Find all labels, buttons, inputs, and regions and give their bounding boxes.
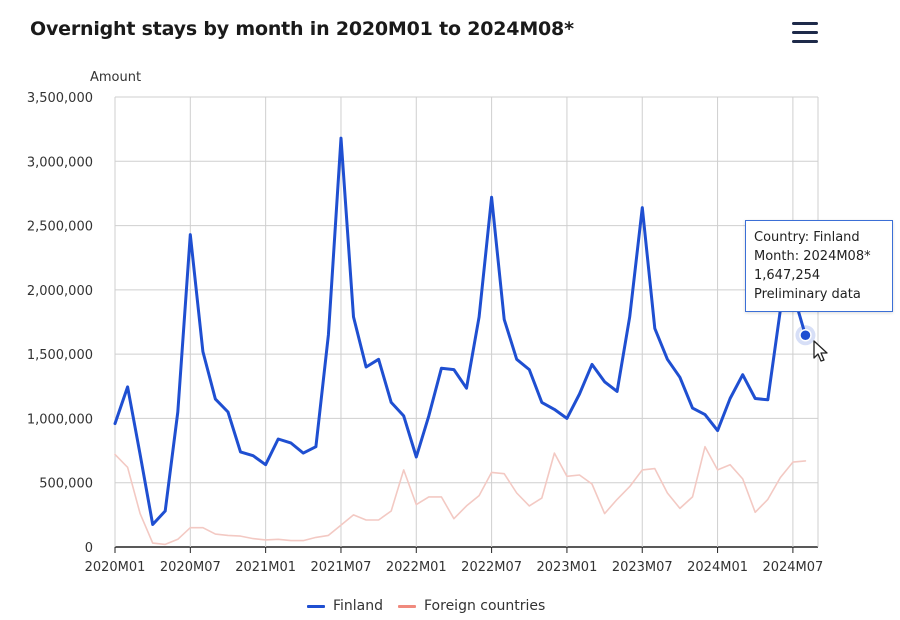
series-line-finland[interactable] bbox=[113, 136, 807, 526]
y-tick-label: 1,000,000 bbox=[27, 412, 93, 427]
tooltip-country: Country: Finland bbox=[754, 230, 860, 245]
data-tooltip: Country: Finland Month: 2024M08* 1,647,2… bbox=[745, 220, 893, 312]
hamburger-menu-icon[interactable] bbox=[790, 18, 820, 44]
tooltip-value: 1,647,254 bbox=[754, 268, 821, 283]
y-tick-label: 3,000,000 bbox=[27, 155, 93, 170]
legend-label-finland: Finland bbox=[333, 598, 384, 614]
y-tick-label: 500,000 bbox=[39, 477, 93, 492]
series-lines bbox=[113, 136, 807, 546]
x-tick-label: 2023M07 bbox=[612, 560, 673, 575]
x-tick-label: 2023M01 bbox=[537, 560, 598, 575]
legend-label-foreign: Foreign countries bbox=[424, 598, 546, 614]
x-tick-label: 2021M07 bbox=[311, 560, 372, 575]
y-tick-label: 2,500,000 bbox=[27, 220, 93, 235]
legend-item-foreign-countries[interactable]: Foreign countries bbox=[398, 598, 545, 614]
series-line-foreign-countries[interactable] bbox=[114, 445, 807, 546]
line-chart: Amount 0 500,000 1,000,000 1,500,000 2,000,0… bbox=[27, 70, 824, 575]
x-tick-label: 2020M07 bbox=[160, 560, 221, 575]
y-tick-label: 1,500,000 bbox=[27, 348, 93, 363]
x-tick-label: 2022M07 bbox=[461, 560, 522, 575]
y-axis-label: Amount bbox=[90, 70, 141, 85]
highlight-marker bbox=[795, 325, 816, 346]
grid-lines bbox=[114, 96, 819, 553]
x-tick-label: 2022M01 bbox=[386, 560, 447, 575]
x-tick-labels: 2020M01 2020M07 2021M01 2021M07 2022M01 2022M… bbox=[85, 560, 824, 575]
x-tick-label: 2020M01 bbox=[85, 560, 146, 575]
y-tick-label: 0 bbox=[85, 541, 93, 556]
mouse-cursor-icon bbox=[813, 340, 828, 362]
y-tick-label: 3,500,000 bbox=[27, 91, 93, 106]
y-tick-labels: 0 500,000 1,000,000 1,500,000 2,000,000 2,500… bbox=[27, 91, 93, 556]
tooltip-month: Month: 2024M08* bbox=[754, 249, 871, 264]
tooltip-note: Preliminary data bbox=[754, 287, 861, 302]
x-tick-label: 2021M01 bbox=[235, 560, 296, 575]
legend-swatch-finland bbox=[307, 604, 325, 608]
highlight-point[interactable] bbox=[799, 328, 812, 342]
legend-swatch-foreign bbox=[398, 604, 416, 608]
y-tick-label: 2,000,000 bbox=[27, 284, 93, 299]
legend-item-finland[interactable]: Finland bbox=[307, 598, 383, 614]
chart-title: Overnight stays by month in 2020M01 to 2… bbox=[30, 18, 574, 40]
x-tick-label: 2024M01 bbox=[687, 560, 748, 575]
x-tick-label: 2024M07 bbox=[762, 560, 823, 575]
